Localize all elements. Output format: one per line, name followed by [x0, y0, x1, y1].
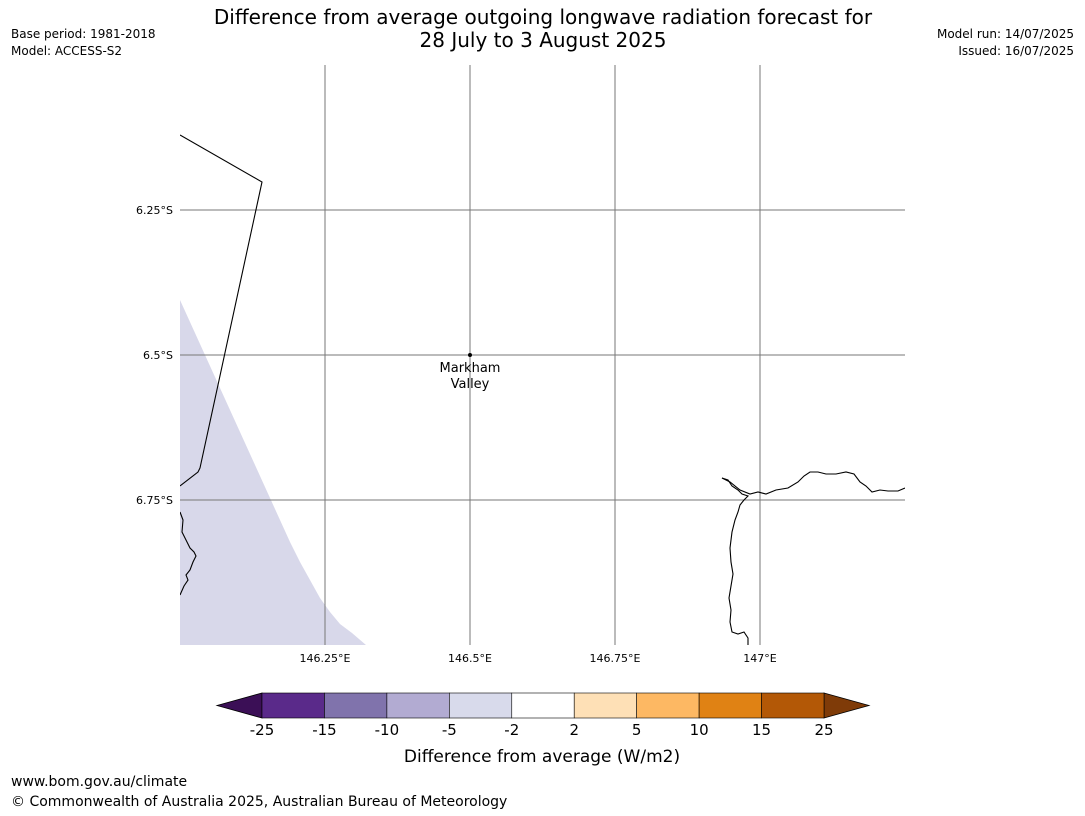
coastline-north-east [721, 471, 905, 495]
colorbar-segment [261, 692, 325, 719]
colorbar-under-extension [215, 692, 263, 719]
shaded-region-anomaly [180, 300, 366, 645]
border-line [180, 134, 263, 487]
map-area [180, 65, 905, 645]
colorbar-tick-label: 25 [814, 721, 833, 739]
lon-tick-label: 146.25°E [300, 652, 351, 665]
colorbar-tick-label: -5 [442, 721, 457, 739]
colorbar-segment [511, 692, 575, 719]
colorbar: -25 -15 -10 -5 -2 2 5 10 15 25 [215, 692, 871, 739]
markham-valley-label-line2: Valley [451, 377, 490, 392]
colorbar-segment [698, 692, 762, 719]
colorbar-tick-label: 5 [632, 721, 642, 739]
colorbar-tick-label: -15 [312, 721, 337, 739]
colorbar-tick-label: -2 [504, 721, 519, 739]
base-period: Base period: 1981-2018 [11, 27, 156, 41]
markham-valley-marker [468, 353, 472, 357]
gridlines [180, 65, 905, 645]
map-title-line2: 28 July to 3 August 2025 [419, 28, 667, 52]
issued-date: Issued: 16/07/2025 [958, 44, 1074, 58]
map-title: Difference from average outgoing longwav… [143, 6, 943, 52]
colorbar-segment [449, 692, 513, 719]
colorbar-segment [636, 692, 700, 719]
lat-tick-label: 6.25°S [136, 204, 173, 217]
coastline-west [180, 511, 197, 596]
lat-tick-label: 6.75°S [136, 494, 173, 507]
metadata-left: Base period: 1981-2018 Model: ACCESS-S2 [11, 26, 156, 60]
colorbar-segment [386, 692, 450, 719]
colorbar-segment [573, 692, 637, 719]
colorbar-tick-label: -25 [250, 721, 275, 739]
colorbar-segment [761, 692, 825, 719]
model-name: Model: ACCESS-S2 [11, 44, 123, 58]
colorbar-over-extension [823, 692, 871, 719]
lon-tick-label: 146.5°E [448, 652, 492, 665]
colorbar-label: Difference from average (W/m2) [404, 747, 680, 767]
axis-tick-labels: 146.25°E 146.5°E 146.75°E 147°E 6.25°S 6.5°S 6… [136, 204, 777, 665]
colorbar-tick-label: 10 [690, 721, 709, 739]
markham-valley-label-line1: Markham [440, 361, 501, 376]
model-run: Model run: 14/07/2025 [936, 27, 1074, 41]
colorbar-tick-label: 2 [569, 721, 579, 739]
footer-url: www.bom.gov.au/climate [11, 774, 188, 790]
map-title-line1: Difference from average outgoing longwav… [213, 5, 873, 29]
colorbar-tick-label: 15 [752, 721, 771, 739]
colorbar-segment [324, 692, 388, 719]
metadata-right: Model run: 14/07/2025 Issued: 16/07/2025 [937, 26, 1074, 60]
lon-tick-label: 146.75°E [590, 652, 641, 665]
footer-copyright: © Commonwealth of Australia 2025, Austra… [11, 794, 508, 810]
lon-tick-label: 147°E [743, 652, 776, 665]
coastline-east [721, 477, 750, 645]
lat-tick-label: 6.5°S [143, 349, 173, 362]
colorbar-tick-label: -10 [375, 721, 400, 739]
